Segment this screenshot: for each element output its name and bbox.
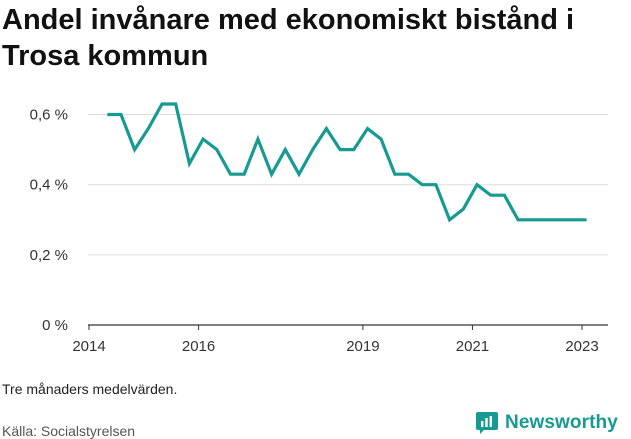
y-tick-label: 0,2 % [30,247,68,264]
x-tick-label: 2019 [346,338,379,355]
y-axis-ticks: 0 % 0,2 % 0,4 % 0,6 % [30,107,68,334]
y-tick-label: 0,4 % [30,177,68,194]
brand-logo[interactable]: Newsworthy [476,410,618,436]
x-axis: 2014 2016 2019 2021 2023 [72,324,608,355]
y-tick-label: 0 % [42,317,68,334]
x-tick-label: 2014 [72,338,105,355]
gridlines [88,114,608,256]
x-tick-label: 2016 [182,338,215,355]
line-chart: 0 % 0,2 % 0,4 % 0,6 % 2014 2016 2019 2021 2023 [30,102,608,355]
source-text: Källa: Socialstyrelsen [2,423,136,439]
footnote: Tre månaders medelvärden. [2,381,178,397]
data-series [107,102,587,223]
chart-title: Andel invånare med ekonomiskt bistånd i … [2,4,575,72]
brand-name: Newsworthy [505,412,618,433]
y-tick-label: 0,6 % [30,107,68,124]
newsworthy-logo-icon [476,412,498,434]
x-tick-label: 2023 [565,338,598,355]
x-tick-label: 2021 [456,338,489,355]
series-line [107,102,587,223]
